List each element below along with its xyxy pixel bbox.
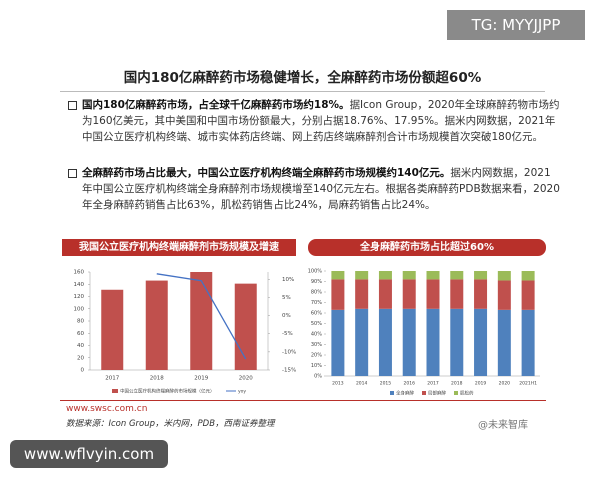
legend-label: 全身麻醉 <box>396 390 414 397</box>
legend-swatch <box>112 389 118 393</box>
watermark: TG: MYYJJPP <box>447 10 585 40</box>
y-tick-label: 90% <box>311 279 322 285</box>
y-tick-label: 60% <box>311 311 322 317</box>
y-tick-label: 20 <box>77 355 84 361</box>
y2-tick-label: -10% <box>282 349 296 355</box>
bar <box>190 272 213 370</box>
legend-label: 局部麻醉 <box>428 390 446 397</box>
x-tick-label: 2016 <box>403 381 415 387</box>
bar-segment <box>450 308 464 376</box>
bar-segment <box>355 279 369 309</box>
bar-segment <box>497 271 511 281</box>
x-tick-label: 2013 <box>332 381 344 387</box>
x-tick-label: 2019 <box>194 376 208 382</box>
bar-segment <box>402 308 416 376</box>
bar-segment <box>378 308 392 376</box>
y-tick-label: 50% <box>311 321 322 327</box>
y2-tick-label: 10% <box>282 277 294 283</box>
x-tick-label: 2015 <box>380 381 392 387</box>
y-tick-label: 120 <box>74 294 85 300</box>
bar-segment <box>474 308 488 376</box>
x-tick-label: 2019 <box>475 381 487 387</box>
bar <box>101 289 124 370</box>
legend-swatch <box>390 391 394 395</box>
y-tick-label: 140 <box>74 282 85 288</box>
bullet-text: 据米内网数据，2021年中国公立医疗机构终端全身麻醉剂市场规模增至140亿元左右… <box>82 167 560 211</box>
title: 国内180亿麻醉药市场稳健增长，全麻醉药市场份额超60% <box>60 66 545 92</box>
bar-segment <box>497 309 511 376</box>
bar-segment <box>521 271 535 281</box>
bar-segment <box>331 309 345 376</box>
y-tick-label: 100 <box>74 306 85 312</box>
y-tick-label: 80 <box>77 319 84 325</box>
bar-segment <box>331 271 345 280</box>
bar <box>234 283 257 370</box>
bar-segment <box>450 271 464 280</box>
bullet: 全麻醉药市场占比最大，中国公立医疗机构终端全麻醉药市场规模约140亿元。据米内网… <box>68 165 560 213</box>
chart-title: 全身麻醉药市场占比超过60% <box>308 239 546 256</box>
bar <box>145 280 168 370</box>
website: www.swsc.com.cn <box>66 404 148 414</box>
x-tick-label: 2018 <box>150 376 164 382</box>
bar-segment <box>474 279 488 309</box>
bullet-text: 据Icon Group，2020年全球麻醉药物市场约为160亿美元，其中美国和中… <box>82 99 560 143</box>
bullet-bold: 国内180亿麻醉药市场，占全球千亿麻醉药市场约18%。 <box>82 99 350 111</box>
bullet-bold: 全麻醉药市场占比最大，中国公立医疗机构终端全麻醉药市场规模约140亿元。 <box>82 167 451 179</box>
x-tick-label: 2021H1 <box>519 381 537 387</box>
bar-segment <box>355 308 369 376</box>
chart-title: 我国公立医疗机构终端麻醉剂市场规模及增速 <box>62 239 296 256</box>
x-tick-label: 2014 <box>356 381 368 387</box>
bar-segment <box>474 271 488 280</box>
legend-label: yoy <box>238 390 246 395</box>
legend-label: 中国公立医疗机构终端麻醉药市场规模（亿元） <box>120 388 215 395</box>
bullet: 国内180亿麻醉药市场，占全球千亿麻醉药市场约18%。据Icon Group，2… <box>68 97 560 145</box>
bar-segment <box>402 271 416 280</box>
y-tick-label: 0 <box>81 368 85 374</box>
y-tick-label: 40 <box>77 343 84 349</box>
bar-segment <box>426 279 440 309</box>
y-tick-label: 20% <box>311 353 322 359</box>
y2-tick-label: 5% <box>282 295 291 301</box>
bar-segment <box>521 309 535 376</box>
y-tick-label: 80% <box>311 290 322 296</box>
bar-segment <box>402 279 416 309</box>
x-tick-label: 2020 <box>239 376 253 382</box>
y-tick-label: 0% <box>314 374 322 380</box>
bar-segment <box>426 308 440 376</box>
y-tick-label: 10% <box>311 363 322 369</box>
y-tick-label: 60 <box>77 331 84 337</box>
y2-tick-label: 0% <box>282 313 291 319</box>
bar-segment <box>378 271 392 280</box>
bar-segment <box>378 279 392 309</box>
y-tick-label: 40% <box>311 332 322 338</box>
y2-tick-label: -15% <box>282 368 296 374</box>
bar-segment <box>521 280 535 310</box>
bar-segment <box>426 271 440 280</box>
bar-segment <box>497 280 511 310</box>
footer-line <box>60 400 546 401</box>
legend-swatch <box>454 391 458 395</box>
watermark: @未来智库 <box>478 420 528 431</box>
y-tick-label: 100% <box>308 269 323 275</box>
bar-segment <box>331 279 345 310</box>
x-tick-label: 2018 <box>451 381 463 387</box>
x-tick-label: 2017 <box>105 376 119 382</box>
watermark: www.wflvyin.com <box>10 440 168 468</box>
legend-swatch <box>422 391 426 395</box>
bar-segment <box>355 271 369 280</box>
x-tick-label: 2020 <box>499 381 511 387</box>
source: 数据来源：Icon Group，米内网，PDB，西南证券整理 <box>66 419 275 429</box>
y-tick-label: 70% <box>311 300 322 306</box>
y-tick-label: 30% <box>311 342 322 348</box>
bar-segment <box>450 279 464 309</box>
x-tick-label: 2017 <box>427 381 439 387</box>
y2-tick-label: -5% <box>282 331 293 337</box>
line <box>156 273 247 360</box>
legend-label: 肌松药 <box>460 390 474 397</box>
y-tick-label: 160 <box>74 270 85 276</box>
